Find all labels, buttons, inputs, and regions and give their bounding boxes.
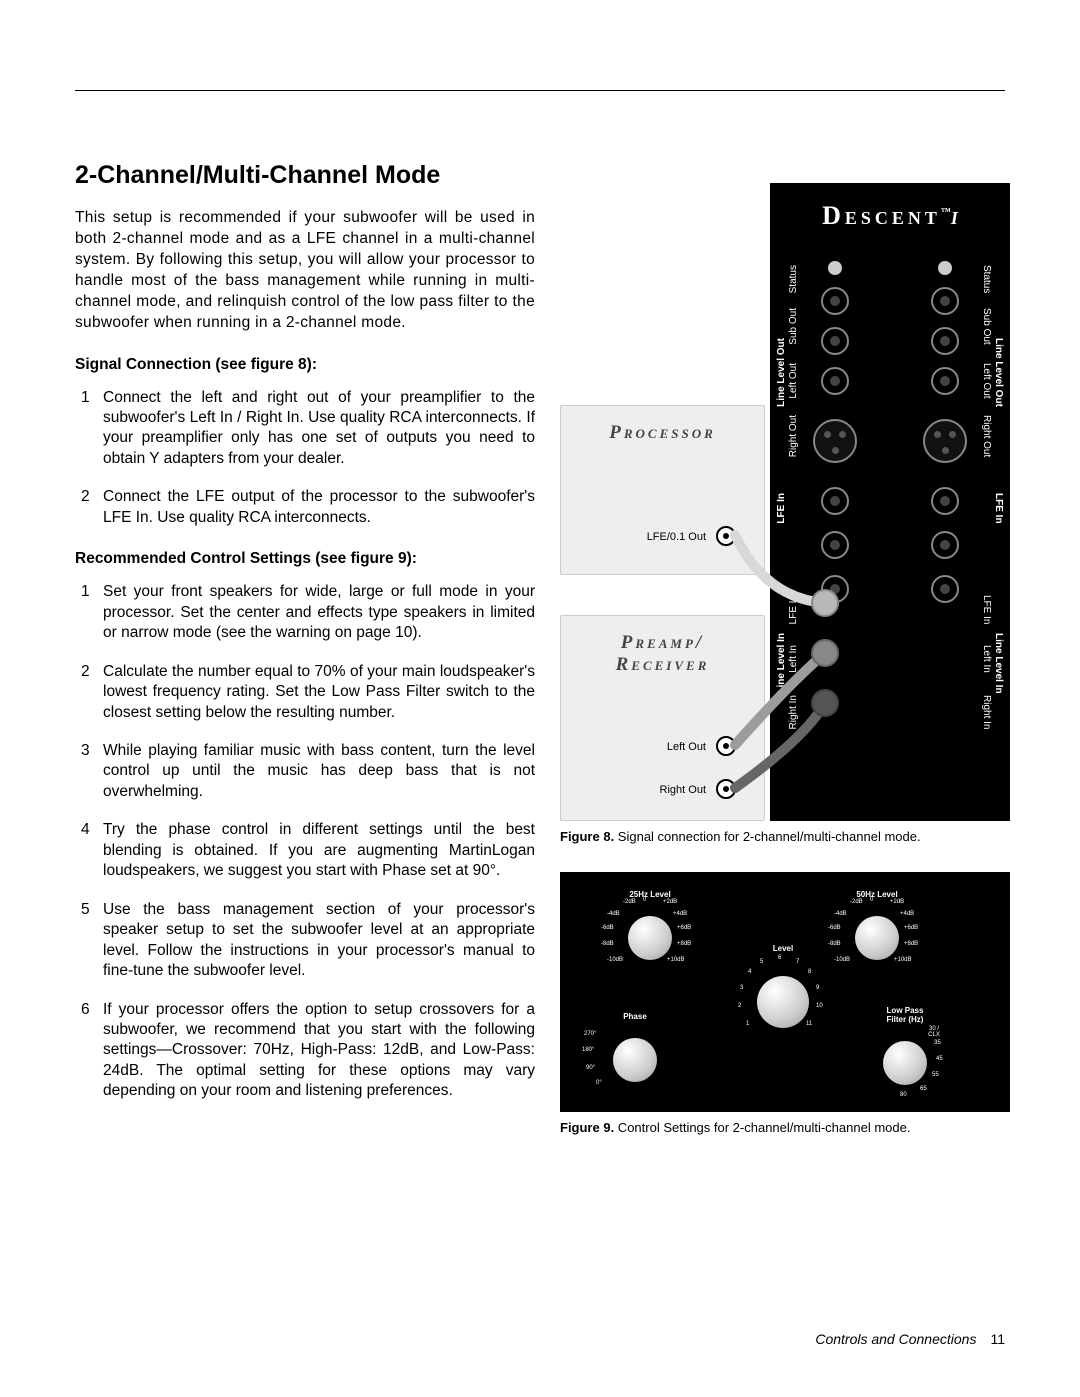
- figure-9: 25Hz Level 0 -2dB +2dB -4dB +4dB -6dB +6…: [560, 872, 1010, 1112]
- label-lfe-in-r: LFE In: [993, 493, 1004, 524]
- xlr-lfe-in-left: [813, 419, 857, 463]
- jack-left-out-right: [931, 327, 959, 355]
- label-left-in: Left In: [788, 645, 799, 673]
- list-item: Calculate the number equal to 70% of you…: [75, 662, 535, 723]
- header-rule: [75, 90, 1005, 91]
- list-item: Connect the LFE output of the processor …: [75, 487, 535, 528]
- label-left-out: Left Out: [788, 363, 799, 399]
- device-title: Descent™i: [770, 183, 1010, 231]
- label-right-in: Right In: [788, 695, 799, 729]
- jack-left-out-left: [821, 327, 849, 355]
- knob-25hz: 25Hz Level 0 -2dB +2dB -4dB +4dB -6dB +6…: [615, 890, 685, 973]
- label-sub-out: Sub Out: [788, 308, 799, 345]
- label-line-level-out-r: Line Level Out: [993, 338, 1004, 407]
- knob-50hz: 50Hz Level 0 -2dB +2dB -4dB +4dB -6dB +6…: [842, 890, 912, 973]
- settings-heading: Recommended Control Settings (see figure…: [75, 550, 535, 568]
- label-status: Status: [788, 265, 799, 293]
- label-right-out-r: Right Out: [981, 415, 992, 457]
- label-lfe-in-l: LFE In: [776, 493, 787, 524]
- knob-level: Level 6 5 7 4 8 3 9 2 10 1 11: [738, 944, 828, 1047]
- port-right-out: [716, 779, 736, 799]
- figure-9-caption: Figure 9. Control Settings for 2-channel…: [560, 1120, 1010, 1135]
- label-lfe-in: LFE In: [788, 595, 799, 624]
- settings-steps: Set your front speakers for wide, large …: [75, 582, 535, 1102]
- figure-8-caption: Figure 8. Signal connection for 2-channe…: [560, 829, 1010, 844]
- jack-right-out-left: [821, 367, 849, 395]
- xlr-lfe-in-right: [923, 419, 967, 463]
- label-line-level-out-l: Line Level Out: [776, 338, 787, 407]
- list-item: Set your front speakers for wide, large …: [75, 582, 535, 643]
- jack-right-out-right: [931, 367, 959, 395]
- jack-lfe-in-right: [931, 487, 959, 515]
- section-title: 2-Channel/Multi-Channel Mode: [75, 161, 535, 190]
- label-sub-out-r: Sub Out: [981, 308, 992, 345]
- port-lfe-out: [716, 526, 736, 546]
- text-column: 2-Channel/Multi-Channel Mode This setup …: [75, 161, 535, 1135]
- jack-lfe-in-left: [821, 487, 849, 515]
- processor-box: Processor LFE/0.1 Out: [560, 405, 765, 575]
- label-left-in-r: Left In: [981, 645, 992, 673]
- port-label-left-out: Left Out: [606, 741, 706, 753]
- list-item: Use the bass management section of your …: [75, 900, 535, 982]
- page-footer: Controls and Connections11: [815, 1331, 1005, 1347]
- preamp-title: Preamp/Receiver: [561, 616, 764, 676]
- panel-col-right: [920, 261, 970, 609]
- label-line-level-in-r: Line Level In: [993, 633, 1004, 694]
- jack-right-in-left: [821, 575, 849, 603]
- preamp-box: Preamp/Receiver Left Out Right Out: [560, 615, 765, 821]
- figure-8: Descent™i: [560, 183, 1010, 821]
- label-status-r: Status: [981, 265, 992, 293]
- label-line-level-in-l: Line Level In: [776, 633, 787, 694]
- panel-col-left: [810, 261, 860, 609]
- label-lfe-in2-r: LFE In: [981, 595, 992, 624]
- jack-left-in-right: [931, 531, 959, 559]
- jack-sub-out-left: [821, 287, 849, 315]
- knob-lowpass: Low Pass Filter (Hz) 30 / CLX 35 45 55 6…: [870, 1006, 940, 1098]
- port-label-right-out: Right Out: [606, 784, 706, 796]
- jack-left-in-left: [821, 531, 849, 559]
- figures-column: Descent™i: [560, 161, 1010, 1135]
- jack-sub-out-right: [931, 287, 959, 315]
- port-label-lfe-out: LFE/0.1 Out: [606, 531, 706, 543]
- status-led-r: [938, 261, 952, 275]
- port-left-out: [716, 736, 736, 756]
- jack-right-in-right: [931, 575, 959, 603]
- list-item: Connect the left and right out of your p…: [75, 388, 535, 470]
- label-right-in-r: Right In: [981, 695, 992, 729]
- processor-title: Processor: [561, 406, 764, 444]
- list-item: Try the phase control in different setti…: [75, 820, 535, 881]
- list-item: While playing familiar music with bass c…: [75, 741, 535, 802]
- intro-paragraph: This setup is recommended if your subwoo…: [75, 208, 535, 334]
- status-led: [828, 261, 842, 275]
- signal-heading: Signal Connection (see figure 8):: [75, 356, 535, 374]
- knob-phase: Phase 270° 180° 90° 0°: [600, 1012, 670, 1095]
- label-right-out: Right Out: [788, 415, 799, 457]
- signal-steps: Connect the left and right out of your p…: [75, 388, 535, 529]
- list-item: If your processor offers the option to s…: [75, 1000, 535, 1102]
- label-left-out-r: Left Out: [981, 363, 992, 399]
- device-panel: Descent™i: [770, 183, 1010, 821]
